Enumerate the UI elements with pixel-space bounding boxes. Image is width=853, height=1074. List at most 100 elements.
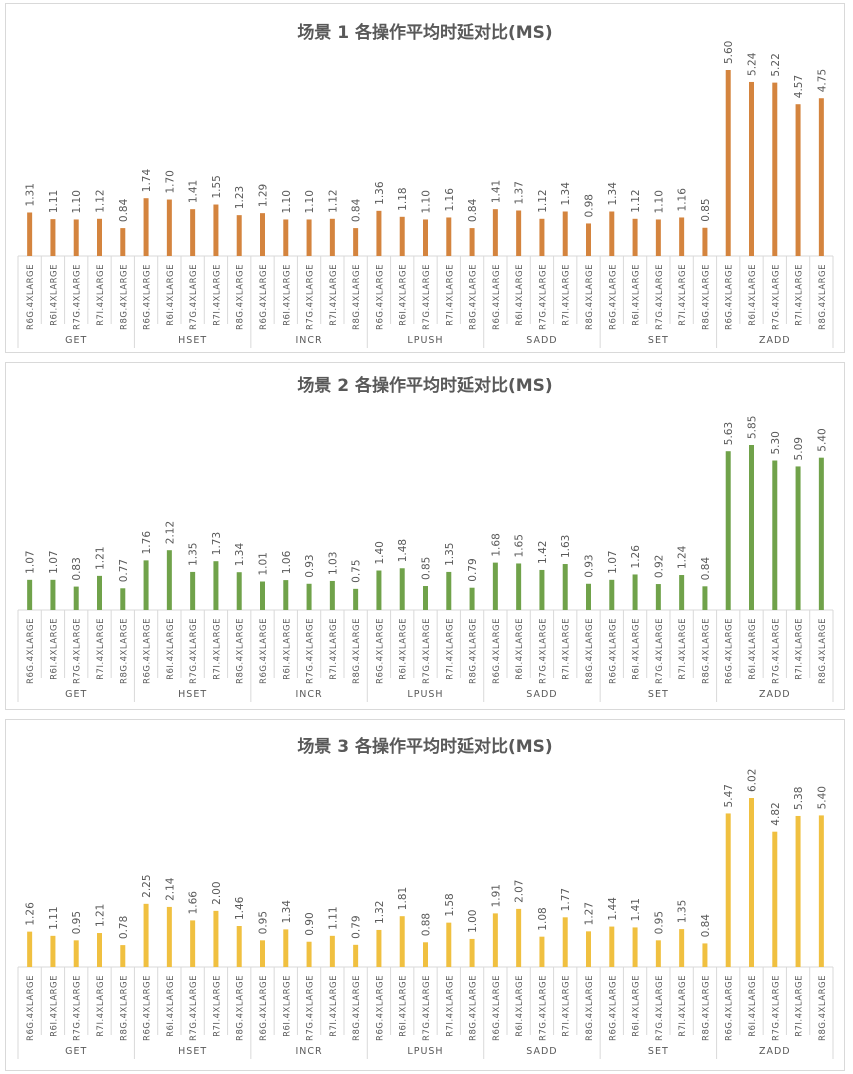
- bar-value-label: 1.11: [327, 906, 339, 929]
- bar: [818, 457, 824, 610]
- bar-value-label: 0.79: [351, 915, 363, 938]
- bar: [469, 228, 475, 256]
- bar: [120, 945, 126, 967]
- group-label: HSET: [178, 689, 207, 700]
- bar-value-label: 1.11: [48, 190, 60, 213]
- bar-value-label: 1.07: [48, 550, 60, 573]
- bar-value-label: 0.85: [421, 557, 433, 580]
- group-label: INCR: [295, 689, 322, 700]
- bar: [516, 908, 522, 967]
- chart-panel-1: 场景 1 各操作平均时延对比(MS) 1.31 R6G.4XLARGE 1.11 R6I…: [5, 3, 845, 353]
- category-tick-label: R7I.4XLARGE: [795, 975, 805, 1037]
- category-tick-label: R8G.4XLARGE: [818, 264, 828, 330]
- bar-value-label: 1.34: [560, 182, 572, 206]
- bar-value-label: 1.91: [490, 884, 502, 907]
- bar: [97, 933, 102, 967]
- bar-value-label: 1.08: [537, 907, 549, 930]
- bar-value-label: 0.84: [700, 557, 712, 581]
- bar: [423, 942, 428, 967]
- bar: [260, 581, 265, 610]
- bar-value-label: 1.35: [188, 543, 200, 566]
- category-tick-label: R8G.4XLARGE: [818, 975, 828, 1041]
- category-tick-label: R6G.4XLARGE: [26, 975, 36, 1041]
- group-label: SET: [648, 689, 669, 700]
- bar-value-label: 0.90: [304, 912, 316, 935]
- category-tick-label: R6I.4XLARGE: [399, 618, 409, 680]
- bar-value-label: 1.77: [560, 888, 572, 911]
- bar: [609, 926, 615, 967]
- bar-value-label: 4.57: [793, 75, 805, 98]
- chart-title: 场景 3 各操作平均时延对比(MS): [297, 736, 552, 757]
- bar-value-label: 1.16: [677, 188, 689, 212]
- bar: [190, 571, 196, 610]
- bar: [539, 569, 545, 610]
- bar-value-label: 0.75: [351, 559, 363, 582]
- category-tick-label: R8G.4XLARGE: [585, 975, 595, 1041]
- bar: [329, 218, 335, 256]
- bar-value-label: 1.18: [397, 187, 409, 210]
- category-tick-label: R6I.4XLARGE: [49, 618, 59, 680]
- bar-value-label: 0.95: [71, 911, 83, 934]
- category-tick-label: R6G.4XLARGE: [492, 975, 502, 1041]
- bar-value-label: 1.46: [234, 896, 246, 920]
- bar: [283, 219, 289, 256]
- bar: [166, 550, 172, 610]
- bar-value-label: 1.12: [630, 189, 642, 212]
- category-tick-label: R6G.4XLARGE: [259, 618, 269, 684]
- bar: [399, 916, 405, 967]
- bar-value-label: 5.47: [723, 784, 735, 807]
- category-tick-label: R7G.4XLARGE: [422, 264, 432, 330]
- bar-value-label: 0.95: [258, 911, 270, 934]
- group-label: LPUSH: [407, 1046, 443, 1057]
- group-label: INCR: [295, 335, 322, 346]
- category-tick-label: R7G.4XLARGE: [655, 618, 665, 684]
- bar: [632, 574, 638, 610]
- bar-value-label: 1.41: [188, 180, 200, 203]
- bar: [679, 929, 685, 967]
- category-tick-label: R8G.4XLARGE: [469, 975, 479, 1041]
- bar: [143, 903, 149, 967]
- bar: [166, 199, 172, 256]
- bar-value-label: 2.00: [211, 881, 223, 904]
- bar-value-label: 2.14: [164, 877, 176, 901]
- bar-value-label: 6.02: [747, 769, 759, 792]
- category-tick-label: R6I.4XLARGE: [515, 975, 525, 1037]
- bar: [283, 929, 289, 967]
- bar: [446, 571, 452, 610]
- category-tick-label: R6I.4XLARGE: [166, 975, 176, 1037]
- bar: [97, 218, 102, 256]
- category-tick-label: R7G.4XLARGE: [189, 264, 199, 330]
- bar: [260, 213, 265, 256]
- category-tick-label: R6G.4XLARGE: [725, 264, 735, 330]
- bar-value-label: 1.31: [25, 183, 37, 206]
- bar-value-label: 1.74: [141, 169, 153, 193]
- chart-1-svg: 场景 1 各操作平均时延对比(MS) 1.31 R6G.4XLARGE 1.11 R6I…: [17, 22, 834, 348]
- category-tick-label: R7G.4XLARGE: [306, 975, 316, 1041]
- bar: [73, 586, 79, 610]
- bar-value-label: 1.48: [397, 539, 409, 562]
- bar: [27, 579, 33, 610]
- bar-value-label: 1.34: [281, 900, 293, 924]
- bar: [632, 218, 638, 256]
- bar: [818, 815, 824, 967]
- bar: [795, 104, 801, 256]
- bar-value-label: 1.03: [327, 552, 339, 575]
- bar: [609, 211, 615, 256]
- category-tick-label: R7I.4XLARGE: [562, 975, 572, 1037]
- category-tick-label: R6I.4XLARGE: [515, 264, 525, 326]
- bar: [73, 219, 79, 256]
- group-label: ZADD: [759, 335, 791, 346]
- bar: [655, 584, 661, 610]
- category-tick-label: R7I.4XLARGE: [678, 618, 688, 680]
- category-tick-label: R6I.4XLARGE: [282, 618, 292, 680]
- group-label: SADD: [526, 1046, 557, 1057]
- bar: [679, 575, 685, 610]
- group-label: LPUSH: [407, 689, 443, 700]
- bar: [143, 560, 149, 610]
- category-tick-label: R6G.4XLARGE: [26, 618, 36, 684]
- bar: [353, 944, 359, 967]
- bar: [795, 815, 801, 967]
- bar-value-label: 1.27: [584, 902, 596, 925]
- bar-value-label: 1.42: [537, 541, 549, 564]
- chart-panel-2: 场景 2 各操作平均时延对比(MS) 1.07 R6G.4XLARGE 1.07 R6I…: [5, 362, 845, 710]
